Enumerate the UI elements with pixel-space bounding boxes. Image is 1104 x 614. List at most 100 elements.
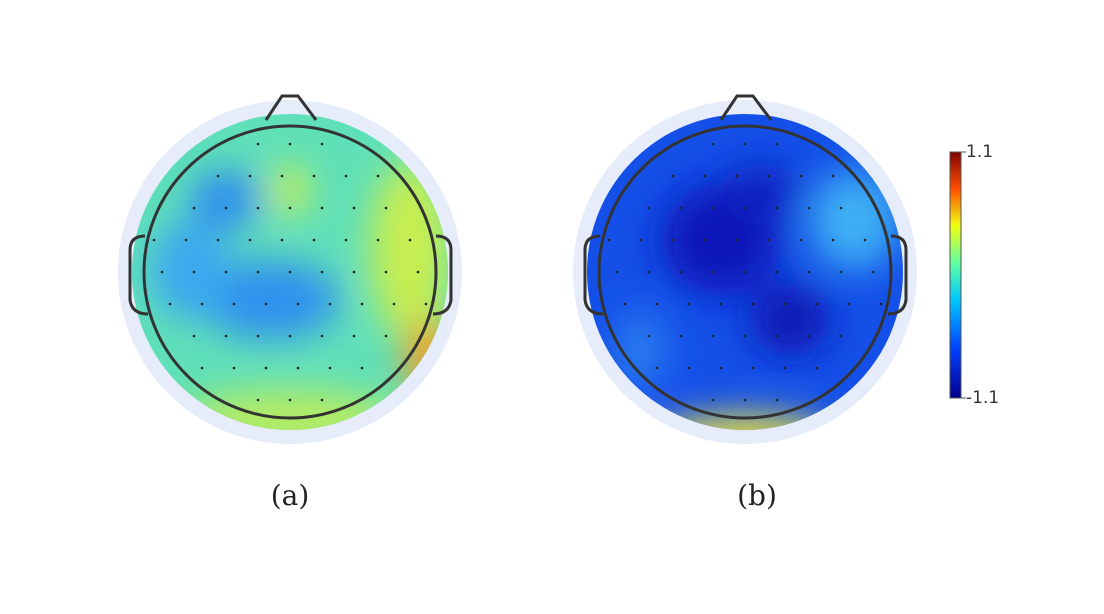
electrode	[815, 302, 819, 306]
electrode	[200, 366, 204, 370]
electrode	[783, 302, 787, 306]
electrode	[360, 302, 364, 306]
electrode	[839, 270, 843, 274]
electrode	[224, 270, 228, 274]
electrode	[743, 334, 747, 338]
electrode	[775, 270, 779, 274]
electrode	[775, 142, 779, 146]
electrode	[743, 142, 747, 146]
electrode	[312, 174, 316, 178]
electrode	[224, 334, 228, 338]
electrode	[735, 238, 739, 242]
electrode	[679, 206, 683, 210]
electrode	[376, 238, 380, 242]
electrode	[352, 334, 356, 338]
electrode	[815, 366, 819, 370]
electrode	[288, 398, 292, 402]
electrode	[184, 238, 188, 242]
electrode	[871, 270, 875, 274]
electrode	[767, 174, 771, 178]
electrode	[248, 174, 252, 178]
electrode	[320, 398, 324, 402]
electrode	[320, 206, 324, 210]
electrode	[863, 238, 867, 242]
electrode	[344, 238, 348, 242]
electrode	[280, 174, 284, 178]
electrode	[751, 366, 755, 370]
electrode	[711, 270, 715, 274]
electrode	[392, 302, 396, 306]
electrode	[799, 174, 803, 178]
electrode	[384, 270, 388, 274]
electrode	[711, 142, 715, 146]
electrode	[224, 206, 228, 210]
electrode	[256, 398, 260, 402]
electrode	[703, 174, 707, 178]
electrode	[168, 302, 172, 306]
electrode	[416, 270, 420, 274]
colorbar-tick-label: -1.1	[966, 388, 999, 408]
electrode	[248, 238, 252, 242]
electrode	[711, 334, 715, 338]
electrode	[671, 174, 675, 178]
electrode	[376, 174, 380, 178]
colorbar	[949, 151, 962, 399]
electrode	[743, 270, 747, 274]
colorbar-tick-label: 1.1	[966, 142, 993, 162]
electrode	[655, 302, 659, 306]
electrode	[647, 270, 651, 274]
electrode	[711, 398, 715, 402]
electrode	[607, 238, 611, 242]
electrode	[735, 174, 739, 178]
electrode	[328, 302, 332, 306]
electrode	[647, 334, 651, 338]
electrode	[288, 142, 292, 146]
electrode	[879, 302, 883, 306]
electrode	[687, 366, 691, 370]
electrode	[775, 398, 779, 402]
electrode	[639, 238, 643, 242]
electrode	[807, 334, 811, 338]
electrode	[687, 302, 691, 306]
electrode	[192, 206, 196, 210]
electrode	[671, 238, 675, 242]
electrode	[647, 206, 651, 210]
electrode	[256, 142, 260, 146]
electrode	[288, 270, 292, 274]
topomap-b	[573, 94, 917, 444]
electrode	[320, 270, 324, 274]
electrode	[719, 366, 723, 370]
electrode	[192, 334, 196, 338]
electrode	[256, 270, 260, 274]
electrode	[280, 238, 284, 242]
electrode	[384, 206, 388, 210]
electrode	[320, 142, 324, 146]
electrode	[751, 302, 755, 306]
electrode	[615, 270, 619, 274]
electrode	[264, 302, 268, 306]
electrode	[352, 270, 356, 274]
panel-label: (b)	[737, 479, 777, 512]
electrode	[783, 366, 787, 370]
electrode	[296, 302, 300, 306]
electrode	[743, 398, 747, 402]
electrode	[679, 334, 683, 338]
electrode	[799, 238, 803, 242]
electrode	[288, 206, 292, 210]
electrode	[360, 366, 364, 370]
electrode	[384, 334, 388, 338]
electrode	[767, 238, 771, 242]
electrode	[719, 302, 723, 306]
electrode	[408, 238, 412, 242]
electrode	[743, 206, 747, 210]
electrode	[216, 238, 220, 242]
electrode	[328, 366, 332, 370]
electrode	[655, 366, 659, 370]
electrode	[775, 206, 779, 210]
electrode	[623, 302, 627, 306]
electrode	[831, 238, 835, 242]
electrode	[344, 174, 348, 178]
electrode	[232, 366, 236, 370]
electrode	[256, 334, 260, 338]
electrode	[703, 238, 707, 242]
